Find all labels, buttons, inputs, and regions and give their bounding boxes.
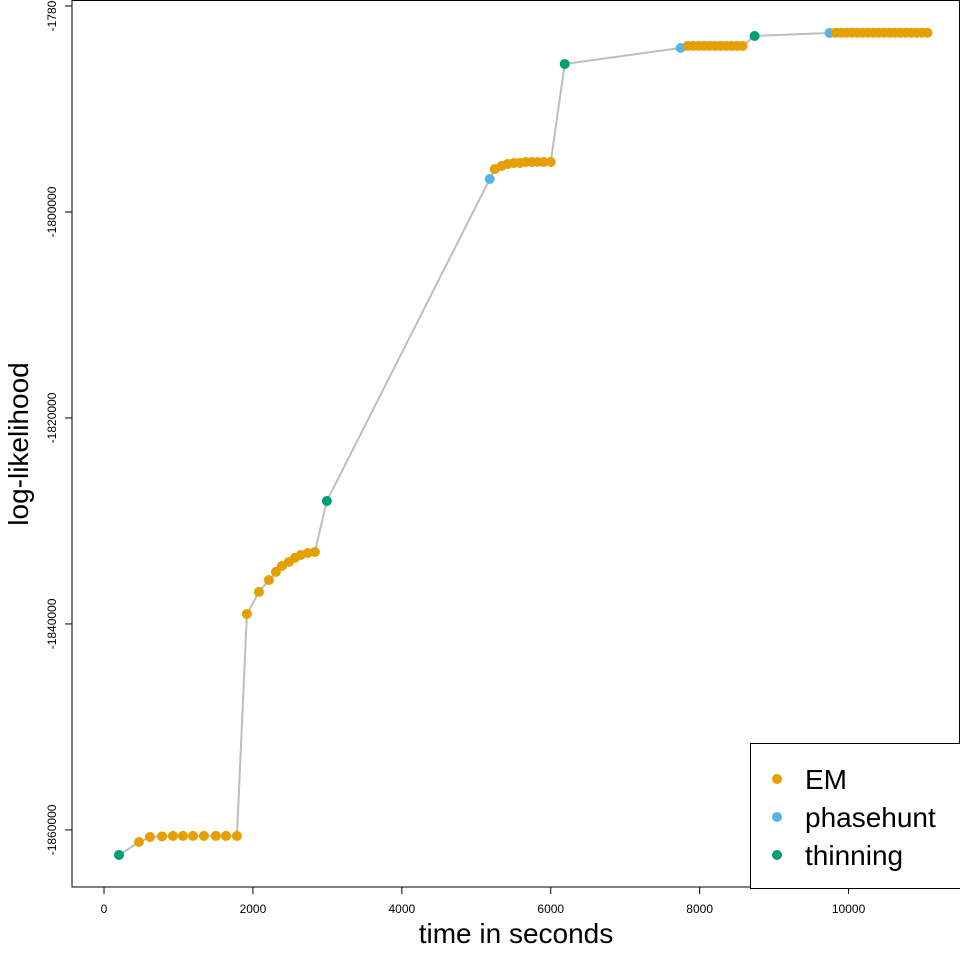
point-EM: [210, 830, 221, 841]
point-EM: [231, 830, 242, 841]
y-tick-label: -1820000: [45, 392, 59, 443]
legend-marker-EM: [772, 774, 782, 784]
point-thinning: [321, 495, 332, 506]
y-axis-label: log-likelihood: [3, 362, 34, 525]
point-EM: [157, 831, 168, 842]
point-EM: [545, 157, 556, 168]
x-axis-label: time in seconds: [419, 918, 614, 949]
x-tick-label: 10000: [832, 902, 866, 916]
point-thinning: [113, 849, 124, 860]
legend-label: thinning: [805, 840, 903, 871]
point-EM: [737, 40, 748, 51]
point-EM: [263, 574, 274, 585]
y-tick-label: -1800000: [45, 186, 59, 237]
point-EM: [241, 608, 252, 619]
legend-label: EM: [805, 764, 847, 795]
x-tick-label: 6000: [537, 902, 564, 916]
legend-box: [750, 743, 960, 889]
y-tick-label: -1780000: [45, 0, 59, 31]
point-EM: [253, 586, 264, 597]
point-EM: [220, 830, 231, 841]
legend-label: phasehunt: [805, 802, 936, 833]
legend-marker-phasehunt: [772, 812, 782, 822]
x-tick-label: 4000: [388, 902, 415, 916]
series-line: [118, 31, 928, 856]
legend-marker-thinning: [772, 850, 782, 860]
point-EM: [922, 27, 933, 38]
point-EM: [134, 836, 145, 847]
legend: EM phasehunt thinning: [750, 743, 960, 889]
x-axis: 0 2000 4000 6000 8000 10000: [101, 886, 866, 916]
y-tick-label: -1840000: [45, 598, 59, 649]
x-tick-label: 2000: [240, 902, 267, 916]
y-tick-label: -1860000: [45, 804, 59, 855]
point-phasehunt: [484, 174, 495, 185]
point-EM: [144, 831, 155, 842]
point-EM: [198, 830, 209, 841]
point-EM: [177, 830, 188, 841]
x-tick-label: 0: [101, 902, 108, 916]
point-EM: [538, 157, 549, 168]
data-points: [113, 27, 933, 860]
point-thinning: [749, 30, 760, 41]
point-EM: [309, 546, 320, 557]
x-tick-label: 8000: [686, 902, 713, 916]
point-EM: [187, 830, 198, 841]
point-EM: [167, 830, 178, 841]
y-axis: -1860000 -1840000 -1820000 -1800000 -1780000: [45, 0, 72, 855]
point-thinning: [559, 58, 570, 69]
